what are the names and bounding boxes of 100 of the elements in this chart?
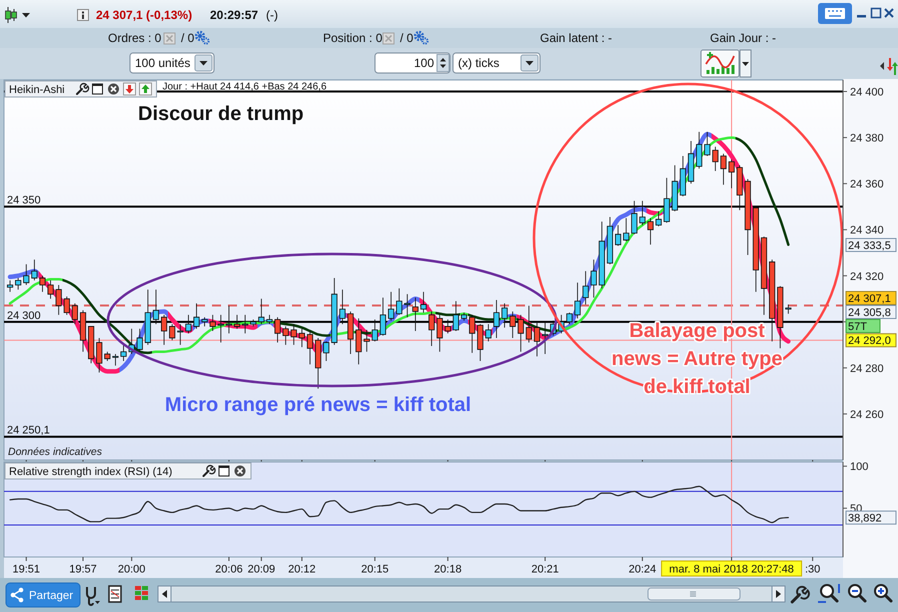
candlestick (647, 218, 654, 246)
candlestick (460, 312, 468, 322)
text: 38,892 (848, 512, 882, 525)
candlestick (112, 354, 119, 366)
candlestick (306, 330, 314, 365)
candlestick (744, 178, 751, 256)
candlestick (590, 259, 597, 298)
candlestick (606, 216, 614, 265)
annotation: Données indicatives (8, 446, 103, 458)
y-tick-label: 24 340 (850, 224, 884, 237)
y-tick-label: 100 (850, 461, 868, 474)
x-tick-label: 19:57 (69, 564, 97, 576)
candlestick (193, 302, 200, 330)
chart-subtitle: Jour : +Haut 24 414,6 +Bas 24 246,6 (162, 82, 327, 92)
candlestick (501, 302, 508, 328)
candlestick (72, 302, 78, 325)
text: 24 307,1 (-0,13%) (96, 8, 192, 22)
candlestick (339, 289, 346, 325)
candlestick (769, 259, 776, 342)
candlestick (96, 338, 102, 373)
x-tick-label: 20:09 (248, 564, 276, 576)
candlestick (347, 311, 354, 354)
ref-line-label: 24 300 (7, 310, 41, 322)
candlestick (48, 280, 54, 300)
candlestick (485, 324, 492, 342)
candlestick (226, 305, 232, 334)
ref-line-label: 24 307,1 (848, 293, 891, 305)
candlestick (242, 314, 248, 334)
candlestick (298, 328, 305, 348)
candlestick (315, 338, 322, 390)
candlestick (704, 131, 710, 156)
chart-title: Heikin-Ashi (9, 84, 65, 96)
candlestick (372, 319, 378, 342)
candlestick (631, 200, 638, 235)
candlestick (258, 298, 264, 325)
candlestick (380, 297, 386, 336)
candlestick (614, 224, 622, 246)
candlestick (266, 314, 273, 325)
candlestick (202, 316, 208, 327)
candlestick (80, 310, 86, 352)
y-tick-label: 24 360 (850, 178, 884, 191)
candlestick (760, 236, 768, 316)
line-series (9, 486, 789, 524)
candlestick (274, 316, 281, 343)
candlestick (420, 291, 427, 314)
text: 20:29:57 (210, 8, 258, 22)
candlestick (712, 146, 718, 172)
candlestick (144, 289, 151, 346)
candlestick (477, 324, 484, 362)
text: / 0 (400, 31, 414, 45)
candlestick (574, 282, 581, 319)
text: 100 (414, 56, 434, 70)
candlestick (152, 289, 160, 325)
x-tick-label: 20:12 (288, 564, 316, 576)
text: (x) ticks (458, 56, 500, 70)
text: Position : 0 (323, 31, 383, 45)
text: 57T (848, 321, 868, 333)
candlestick (736, 164, 743, 211)
candlestick (6, 280, 14, 292)
text: 100 unités (135, 56, 190, 70)
text: Gain latent : - (540, 31, 612, 45)
candlestick (331, 278, 338, 346)
x-tick-label: 19:51 (12, 564, 40, 576)
x-tick-label: 20:15 (361, 564, 389, 576)
candlestick (250, 319, 256, 327)
candlestick (582, 270, 589, 305)
candlestick (104, 351, 110, 362)
ref-line-label: 24 292,0 (848, 335, 891, 348)
x-tick-label: :30 (804, 564, 820, 576)
y-tick-label: 24 320 (850, 270, 884, 283)
candlestick (120, 344, 127, 362)
candlestick (39, 275, 46, 292)
candlestick (534, 322, 540, 357)
x-tick-label: mar. 8 mai 2018 20:27:48 (669, 564, 794, 576)
candlestick (566, 312, 572, 325)
y-tick-label: 24 260 (850, 408, 884, 421)
candlestick (364, 329, 370, 352)
text: Ordres : 0 (108, 31, 162, 45)
candlestick (623, 218, 630, 242)
ref-line-label: 24 250,1 (7, 424, 50, 437)
candlestick (136, 328, 143, 352)
candlestick (31, 259, 38, 281)
candlestick (526, 305, 532, 343)
candlestick (88, 326, 94, 364)
candlestick (542, 321, 548, 354)
candlestick (452, 300, 459, 332)
candlestick (728, 159, 735, 189)
candlestick (218, 314, 224, 343)
candlestick (323, 340, 330, 362)
x-tick-label: 20:00 (118, 564, 146, 576)
candlestick (388, 291, 394, 322)
y-tick-label: 24 380 (850, 132, 884, 145)
candlestick (493, 300, 500, 338)
candlestick (720, 153, 727, 186)
candlestick (210, 314, 216, 332)
text: Gain Jour : - (710, 31, 776, 45)
x-tick-label: 20:18 (434, 564, 462, 576)
x-tick-label: 20:24 (628, 564, 656, 576)
candlestick (161, 314, 168, 346)
text: / 0 (181, 31, 195, 45)
